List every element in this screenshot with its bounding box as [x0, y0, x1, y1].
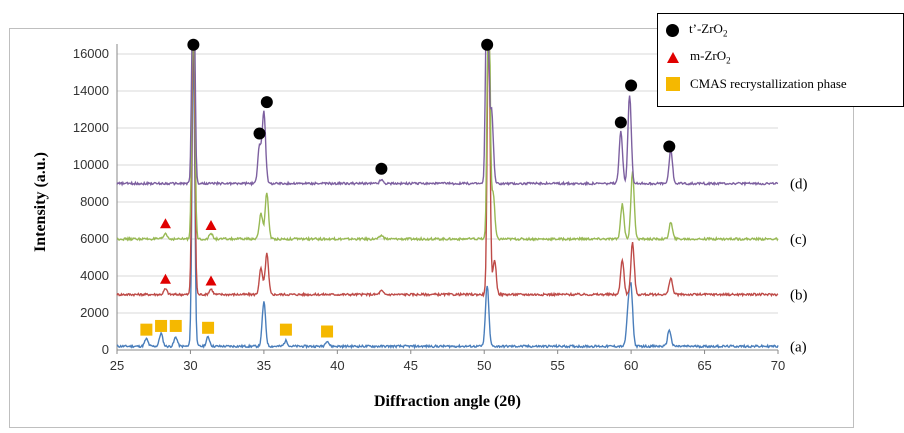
series-label: (b)	[790, 288, 808, 304]
y-tick-label: 4000	[80, 268, 109, 283]
cmas-marker	[140, 323, 153, 336]
tzro2-marker	[625, 79, 638, 92]
mzro2-marker	[159, 218, 171, 229]
tzro2-marker	[375, 162, 388, 175]
tzro2-marker	[663, 140, 676, 153]
y-tick-label: 12000	[73, 120, 109, 135]
legend-label: CMAS recrystallization phase	[690, 76, 847, 91]
x-tick-label: 30	[183, 358, 197, 373]
y-tick-label: 6000	[80, 231, 109, 246]
series-line-b	[116, 45, 779, 298]
tzro2-marker	[187, 38, 200, 51]
tzro2-marker	[481, 38, 494, 51]
x-tick-label: 50	[477, 358, 491, 373]
legend-label: m-ZrO2	[690, 48, 731, 66]
series-line-c	[116, 45, 779, 242]
mzro2-marker	[205, 220, 217, 231]
cmas-marker	[169, 319, 182, 332]
x-tick-label: 70	[771, 358, 785, 373]
series-label: (a)	[790, 339, 807, 355]
y-tick-label: 2000	[80, 305, 109, 320]
series-line-a	[116, 50, 779, 350]
x-axis-title: Diffraction angle (2θ)	[374, 393, 521, 410]
y-tick-label: 8000	[80, 194, 109, 209]
mzro2-marker	[159, 273, 171, 284]
tzro2-marker	[253, 127, 266, 140]
cmas-marker	[321, 325, 334, 338]
square-icon	[666, 77, 680, 91]
tzro2-marker	[614, 116, 627, 129]
x-tick-label: 45	[404, 358, 418, 373]
series-label: (c)	[790, 232, 807, 248]
y-axis-title: Intensity (a.u.)	[32, 152, 49, 252]
y-tick-label: 10000	[73, 157, 109, 172]
series-line-d	[116, 45, 779, 187]
cmas-marker	[155, 319, 168, 332]
x-tick-label: 65	[697, 358, 711, 373]
cmas-marker	[279, 323, 292, 336]
x-tick-label: 25	[110, 358, 124, 373]
x-tick-label: 55	[550, 358, 564, 373]
circle-icon	[666, 23, 679, 37]
y-tick-label: 16000	[73, 46, 109, 61]
x-tick-label: 40	[330, 358, 344, 373]
y-tick-label: 0	[102, 342, 109, 357]
legend-item-cmas: CMAS recrystallization phase	[666, 74, 847, 94]
series-label: (d)	[790, 177, 808, 193]
triangle-icon	[667, 51, 679, 63]
legend-item-t-zro2: t’-ZrO2	[666, 20, 727, 40]
x-tick-label: 35	[257, 358, 271, 373]
legend-item-m-zro2: m-ZrO2	[666, 47, 731, 67]
y-tick-label: 14000	[73, 83, 109, 98]
x-tick-label: 60	[624, 358, 638, 373]
legend: t’-ZrO2 m-ZrO2 CMAS recrystallization phas…	[657, 13, 904, 107]
cmas-marker	[202, 321, 215, 334]
mzro2-marker	[205, 275, 217, 286]
tzro2-marker	[260, 96, 273, 109]
legend-label: t’-ZrO2	[689, 21, 728, 39]
